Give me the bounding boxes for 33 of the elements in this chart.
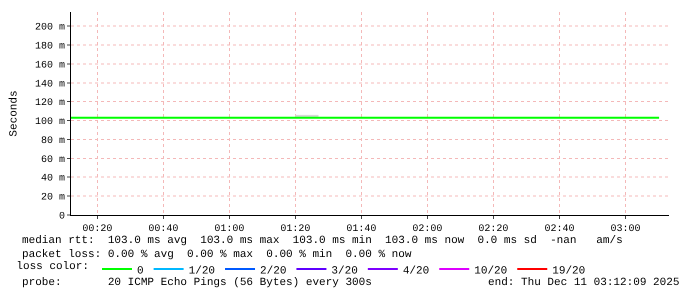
x-tick-label: 02:20	[478, 224, 508, 235]
y-tick-label: 60 m	[40, 154, 65, 166]
x-tick-label: 02:40	[544, 224, 574, 235]
legend-label: 3/20	[331, 265, 358, 278]
text: median rtt: 103.0 ms avg 103.0 ms max 103.0 ms min 103.0 ms now 0.0 ms sd -nan am/s	[22, 235, 623, 247]
x-tick-label: 00:20	[82, 224, 112, 235]
legend-label: 19/20	[552, 265, 586, 278]
y-tick-label: 180 m	[34, 42, 65, 53]
y-tick-label: 100 m	[34, 117, 65, 128]
legend-title: loss color:	[16, 260, 90, 273]
x-tick-label: 01:20	[280, 224, 310, 235]
y-tick-label: 120 m	[34, 98, 65, 110]
y-tick-label: 200 m	[34, 22, 65, 34]
y-tick-label: 80 m	[40, 136, 65, 147]
x-tick-label: 03:00	[610, 224, 640, 235]
y-tick-label: 40 m	[40, 174, 65, 185]
legend-label: 1/20	[188, 265, 216, 278]
text: probe: 20 ICMP Echo Pings (56 Bytes) every 300s	[22, 277, 372, 289]
x-tick-label: 02:00	[412, 224, 442, 235]
y-tick-label: 140 m	[34, 79, 65, 90]
text: packet loss: 0.00 % avg 0.00 % max 0.00 % min 0.00 % now	[22, 249, 412, 261]
legend-label: 10/20	[474, 265, 508, 278]
x-tick-label: 00:40	[148, 224, 178, 235]
text: end: Thu Dec 11 03:12:09 2025	[488, 277, 680, 289]
x-tick-label: 01:40	[346, 224, 376, 235]
x-tick-label: 01:00	[214, 224, 244, 235]
y-tick-label: 20 m	[40, 192, 65, 204]
y-axis-title: Seconds	[8, 90, 21, 137]
legend-label: 2/20	[260, 265, 286, 278]
y-tick-label: 160 m	[34, 60, 65, 72]
legend-label: 4/20	[402, 265, 430, 278]
legend-label: 0	[137, 265, 144, 278]
y-tick-label: 0	[58, 212, 65, 222]
